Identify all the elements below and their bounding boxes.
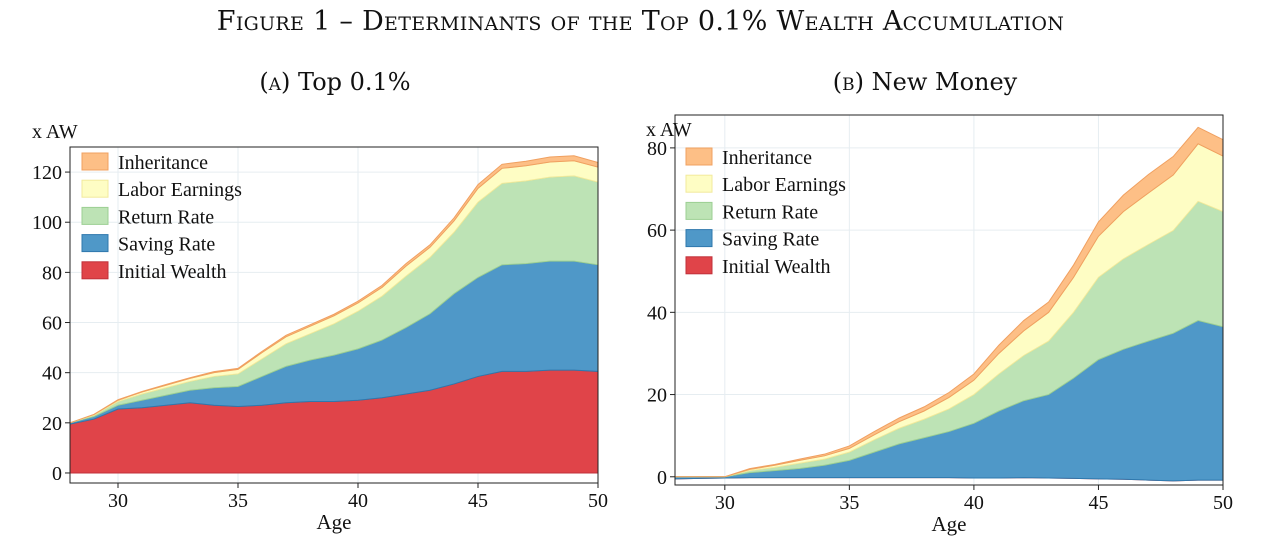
y-axis-label: x AW (646, 119, 692, 141)
y-tick-label: 80 (647, 138, 667, 160)
legend: Inheritance Labor Earnings Return Rate Savi… (685, 147, 846, 278)
legend-swatch-saving (685, 229, 713, 248)
x-tick-label: 40 (964, 492, 984, 514)
y-tick-label: 0 (657, 467, 667, 489)
y-tick-label: 60 (647, 220, 667, 242)
chart-new-money: 0 20 40 60 80 30 35 40 45 50 Age x AW Inheritance Lab… (646, 114, 1233, 536)
x-tick-label: 30 (108, 490, 128, 512)
x-tick-label: 50 (588, 490, 608, 512)
legend-label-initial: Initial Wealth (118, 261, 227, 283)
legend-label-return: Return Rate (118, 206, 214, 228)
legend-swatch-inheritance (81, 152, 109, 171)
figure-title: Figure 1 – Determinants of the Top 0.1% … (216, 6, 1065, 37)
legend-swatch-return (81, 206, 109, 225)
y-axis-label: x AW (32, 121, 78, 143)
panel-b-label: (b) (832, 68, 864, 96)
area-series (69, 155, 599, 474)
legend-label-return: Return Rate (722, 201, 818, 223)
y-tick-label: 20 (647, 385, 667, 407)
y-tick-label: 40 (42, 363, 62, 385)
legend-swatch-return (685, 201, 713, 220)
y-tick-label: 0 (52, 463, 62, 485)
panel-b-title: (b) New Money (630, 68, 1220, 96)
legend-label-inheritance: Inheritance (118, 152, 208, 174)
x-tick-label: 45 (468, 490, 488, 512)
legend-swatch-labor (81, 179, 109, 198)
legend: Inheritance Labor Earnings Return Rate Savi… (81, 152, 242, 283)
x-axis-label: Age (317, 510, 352, 534)
legend-swatch-initial (81, 261, 109, 280)
legend-swatch-labor (685, 174, 713, 193)
legend-swatch-initial (685, 256, 713, 275)
x-axis-label: Age (932, 512, 967, 536)
x-tick-label: 40 (348, 490, 368, 512)
panel-a-title-text: Top 0.1% (298, 68, 411, 96)
y-tick-label: 20 (42, 413, 62, 435)
legend-label-saving: Saving Rate (118, 234, 215, 256)
y-tick-label: 60 (42, 313, 62, 335)
y-tick-label: 40 (647, 302, 667, 324)
y-tick-label: 80 (42, 262, 62, 284)
x-tick-label: 50 (1213, 492, 1233, 514)
legend-swatch-saving (81, 234, 109, 253)
panel-a-label: (a) (259, 68, 291, 96)
legend-swatch-inheritance (685, 147, 713, 166)
legend-label-inheritance: Inheritance (722, 147, 812, 169)
panel-b-title-text: New Money (871, 68, 1018, 96)
legend-label-labor: Labor Earnings (722, 174, 846, 196)
x-tick-label: 35 (839, 492, 859, 514)
legend-label-labor: Labor Earnings (118, 179, 242, 201)
x-tick-label: 35 (228, 490, 248, 512)
plot-frame (69, 146, 599, 484)
y-tick-label: 100 (32, 212, 62, 234)
panel-a-title: (a) Top 0.1% (40, 68, 630, 96)
legend-label-initial: Initial Wealth (722, 256, 831, 278)
legend-label-saving: Saving Rate (722, 229, 819, 251)
x-tick-label: 30 (715, 492, 735, 514)
y-tick-label: 120 (32, 162, 62, 184)
plot-frame (674, 114, 1224, 486)
x-tick-label: 45 (1088, 492, 1108, 514)
